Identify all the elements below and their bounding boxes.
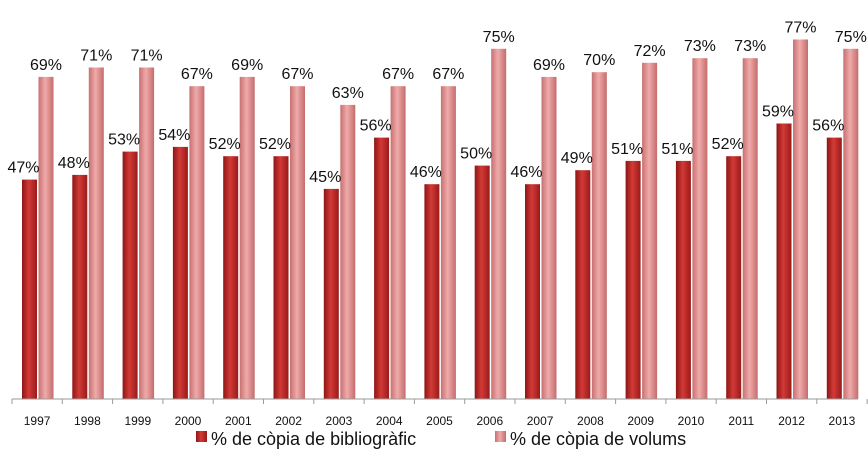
- data-label-bibliografic-1998: 48%: [58, 155, 90, 172]
- data-label-volums-2011: 73%: [734, 38, 766, 55]
- data-label-bibliografic-2008: 49%: [561, 150, 593, 167]
- bar-volums-2010: [692, 58, 708, 399]
- x-tick-label-2011: 2011: [728, 414, 754, 428]
- legend-item-volums: % de còpia de volums: [495, 429, 686, 449]
- bar-volums-2006: [491, 48, 507, 400]
- bar-bibliografic-1998: [72, 174, 88, 399]
- legend: % de còpia de bibliogràfic % de còpia de…: [196, 429, 686, 449]
- data-label-volums-2003: 63%: [332, 85, 364, 102]
- data-label-volums-2005: 67%: [432, 66, 464, 83]
- bar-bibliografic-2005: [424, 184, 440, 399]
- data-label-bibliografic-2011: 52%: [712, 136, 744, 153]
- bar-bibliografic-2008: [575, 170, 591, 399]
- data-labels: 47% 69% 48% 71% 53% 71% 54% 67% 52% 69% 52% 67% 45% 6…: [7, 20, 866, 186]
- bar-volums-2005: [440, 86, 456, 399]
- bar-volums-2000: [189, 86, 205, 399]
- bar-bibliografic-2003: [323, 188, 339, 399]
- bar-bibliografic-2001: [223, 156, 239, 399]
- data-label-bibliografic-2010: 51%: [661, 141, 693, 158]
- data-label-volums-2013: 75%: [835, 29, 867, 46]
- bar-bibliografic-2010: [675, 160, 691, 399]
- x-axis-ticks: 1997 1998 1999 2000 2001 2002 2003 2004 2005 2006…: [11, 399, 868, 428]
- bar-volums-2001: [239, 76, 255, 400]
- x-tick-label-1999: 1999: [124, 414, 151, 428]
- x-tick-label-2012: 2012: [778, 414, 805, 428]
- data-label-volums-2000: 67%: [181, 66, 213, 83]
- data-label-volums-2009: 72%: [634, 43, 666, 60]
- bar-bibliografic-2013: [826, 137, 842, 399]
- bar-volums-1997: [38, 76, 54, 400]
- data-label-volums-2012: 77%: [784, 20, 816, 37]
- x-tick-label-2009: 2009: [627, 414, 654, 428]
- data-label-bibliografic-2002: 52%: [259, 136, 291, 153]
- bar-volums-2012: [793, 39, 808, 399]
- data-label-volums-1997: 69%: [30, 57, 62, 74]
- bar-bibliografic-2009: [625, 160, 641, 399]
- bar-volums-2002: [290, 86, 305, 399]
- bar-bibliografic-2002: [273, 156, 289, 399]
- data-label-bibliografic-2006: 50%: [460, 146, 492, 163]
- data-label-volums-2002: 67%: [281, 66, 313, 83]
- bar-volums-2004: [390, 86, 406, 399]
- data-label-volums-2008: 70%: [583, 52, 615, 69]
- bar-bibliografic-2011: [726, 156, 742, 399]
- x-tick-label-2013: 2013: [829, 414, 856, 428]
- data-label-volums-2006: 75%: [483, 29, 515, 46]
- data-label-bibliografic-1997: 47%: [7, 160, 39, 177]
- bar-volums-2003: [340, 104, 356, 400]
- x-tick-label-2006: 2006: [476, 414, 503, 428]
- legend-label-bibliografic: % de còpia de bibliogràfic: [211, 429, 416, 449]
- x-tick-label-1997: 1997: [24, 414, 51, 428]
- bar-volums-1998: [88, 67, 104, 399]
- x-tick-label-2007: 2007: [527, 414, 554, 428]
- legend-label-volums: % de còpia de volums: [510, 429, 686, 449]
- x-tick-label-2003: 2003: [326, 414, 353, 428]
- bar-bibliografic-2007: [525, 184, 540, 399]
- x-tick-label-2010: 2010: [678, 414, 705, 428]
- bars: [22, 39, 859, 400]
- data-label-volums-2010: 73%: [684, 38, 716, 55]
- x-tick-label-2002: 2002: [275, 414, 302, 428]
- data-label-volums-2007: 69%: [533, 57, 565, 74]
- bar-bibliografic-2000: [172, 146, 188, 399]
- x-tick-label-2000: 2000: [175, 414, 202, 428]
- data-label-bibliografic-2009: 51%: [611, 141, 643, 158]
- bar-volums-2008: [591, 72, 607, 399]
- bar-volums-2009: [642, 62, 658, 400]
- x-tick-label-2008: 2008: [577, 414, 604, 428]
- data-label-bibliografic-2007: 46%: [510, 164, 542, 181]
- data-label-volums-1999: 71%: [131, 48, 163, 65]
- bar-bibliografic-2004: [374, 137, 390, 399]
- data-label-bibliografic-2003: 45%: [309, 169, 341, 186]
- data-label-bibliografic-2000: 54%: [158, 127, 190, 144]
- data-label-volums-1998: 71%: [80, 48, 112, 65]
- legend-swatch-volums: [495, 431, 506, 442]
- bar-volums-2007: [541, 76, 557, 400]
- bar-bibliografic-2006: [474, 165, 490, 399]
- data-label-bibliografic-2012: 59%: [762, 104, 794, 121]
- x-tick-label-2005: 2005: [426, 414, 453, 428]
- data-label-bibliografic-2013: 56%: [812, 118, 844, 135]
- bar-volums-2011: [742, 58, 758, 399]
- bar-bibliografic-1999: [122, 151, 138, 399]
- bar-volums-1999: [139, 67, 155, 399]
- data-label-volums-2001: 69%: [231, 57, 263, 74]
- data-label-bibliografic-2005: 46%: [410, 164, 442, 181]
- x-tick-label-2004: 2004: [376, 414, 403, 428]
- bar-bibliografic-1997: [22, 179, 37, 399]
- data-label-bibliografic-2001: 52%: [209, 136, 241, 153]
- data-label-bibliografic-1999: 53%: [108, 132, 140, 149]
- bar-volums-2013: [843, 48, 859, 400]
- bar-bibliografic-2012: [776, 123, 792, 399]
- data-label-bibliografic-2004: 56%: [360, 118, 392, 135]
- legend-item-bibliografic: % de còpia de bibliogràfic: [196, 429, 416, 449]
- x-tick-label-1998: 1998: [74, 414, 101, 428]
- legend-swatch-bibliografic: [196, 431, 207, 442]
- x-tick-label-2001: 2001: [225, 414, 252, 428]
- data-label-volums-2004: 67%: [382, 66, 414, 83]
